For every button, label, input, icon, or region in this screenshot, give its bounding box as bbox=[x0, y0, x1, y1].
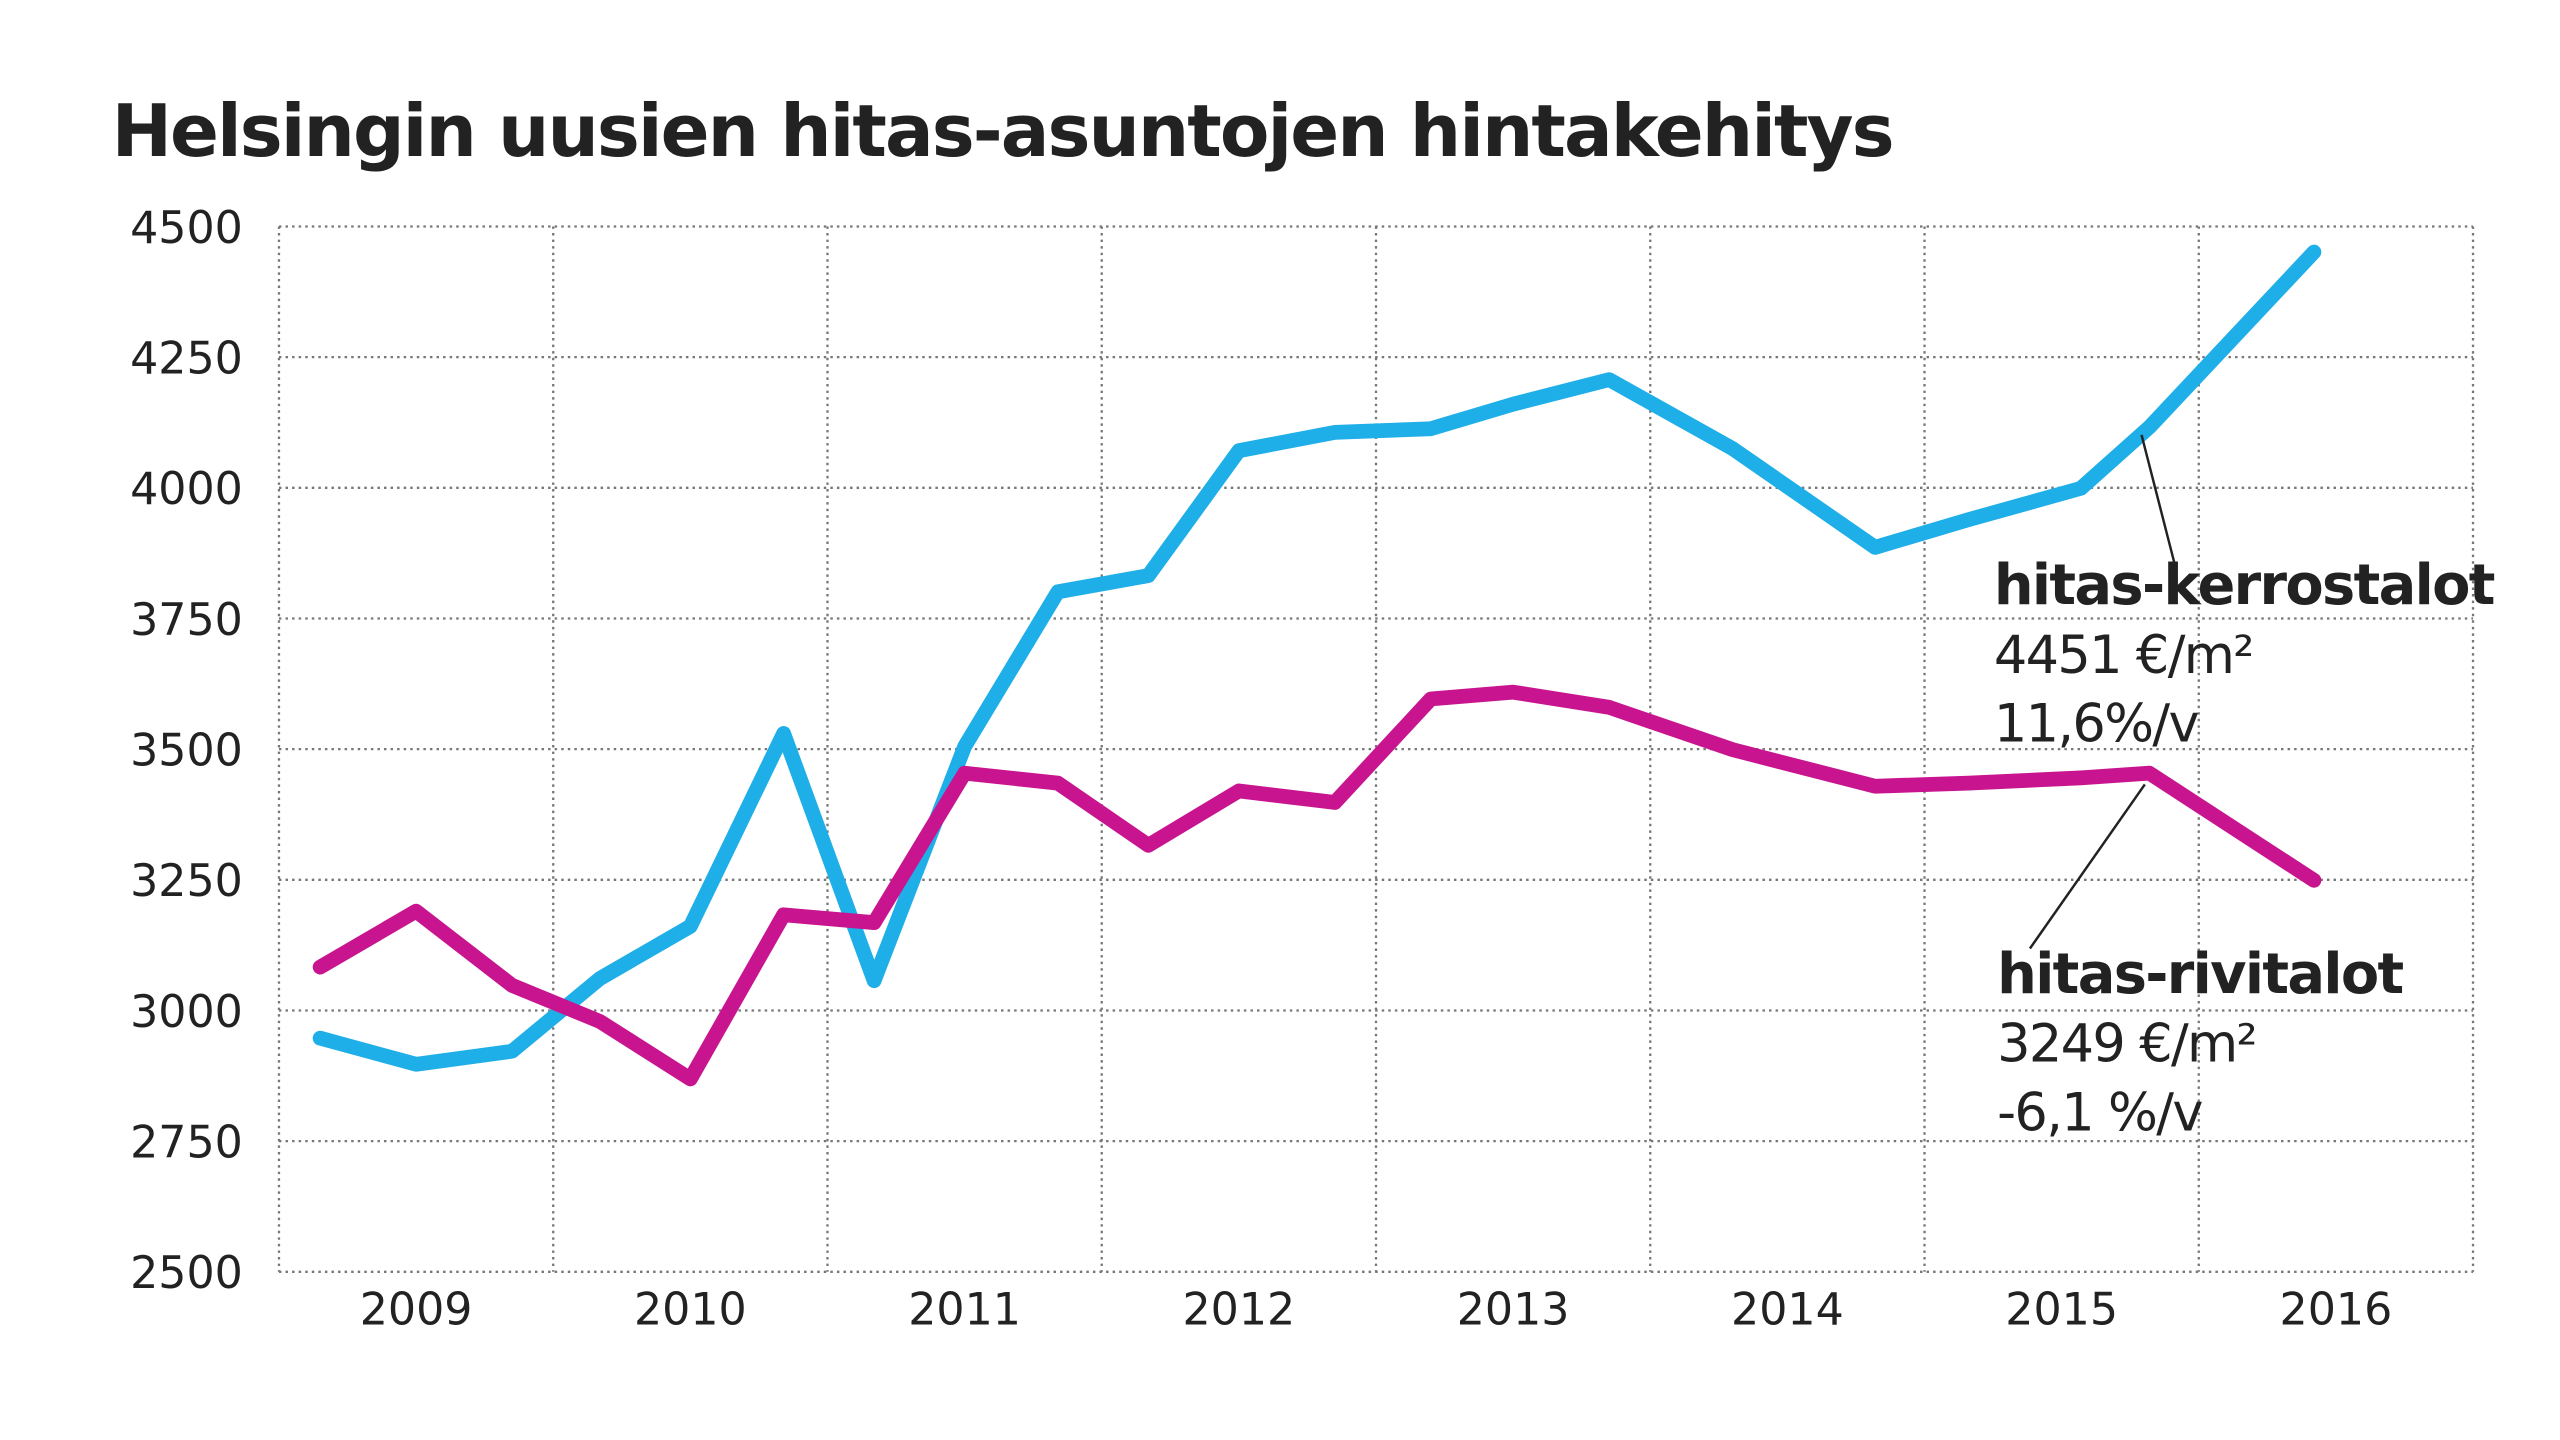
y-tick-label: 4250 bbox=[130, 334, 243, 385]
x-tick-label: 2011 bbox=[908, 1284, 1021, 1335]
x-tick-label: 2009 bbox=[360, 1284, 473, 1335]
x-tick-label: 2016 bbox=[2280, 1284, 2393, 1335]
leader-line bbox=[2028, 783, 2146, 950]
series-label: hitas-kerrostalot bbox=[1994, 553, 2495, 618]
x-tick-label: 2012 bbox=[1183, 1284, 1296, 1335]
y-tick-label: 4500 bbox=[130, 203, 243, 254]
y-tick-label: 3000 bbox=[130, 987, 243, 1038]
series-line bbox=[312, 684, 2322, 1087]
x-tick-label: 2014 bbox=[1731, 1284, 1844, 1335]
x-tick-label: 2015 bbox=[2005, 1284, 2118, 1335]
y-tick-label: 3250 bbox=[130, 856, 243, 907]
series-label: hitas-rivitalot bbox=[1997, 942, 2403, 1007]
series-annotation: 11,6%/v bbox=[1994, 694, 2199, 755]
y-tick-label: 3500 bbox=[130, 726, 243, 777]
y-tick-label: 2750 bbox=[130, 1118, 243, 1169]
series-annotation: -6,1 %/v bbox=[1997, 1083, 2202, 1144]
leader-line bbox=[2140, 434, 2176, 564]
y-tick-label: 4000 bbox=[130, 464, 243, 515]
y-tick-label: 3750 bbox=[130, 595, 243, 646]
series-annotation: 3249 €/m² bbox=[1997, 1014, 2256, 1075]
x-tick-label: 2010 bbox=[634, 1284, 747, 1335]
chart-title: Helsingin uusien hitas-asuntojen hintake… bbox=[112, 90, 1893, 174]
series-line bbox=[312, 244, 2322, 1072]
series-annotation: 4451 €/m² bbox=[1994, 625, 2253, 686]
y-tick-label: 2500 bbox=[130, 1248, 243, 1299]
x-tick-label: 2013 bbox=[1457, 1284, 1570, 1335]
